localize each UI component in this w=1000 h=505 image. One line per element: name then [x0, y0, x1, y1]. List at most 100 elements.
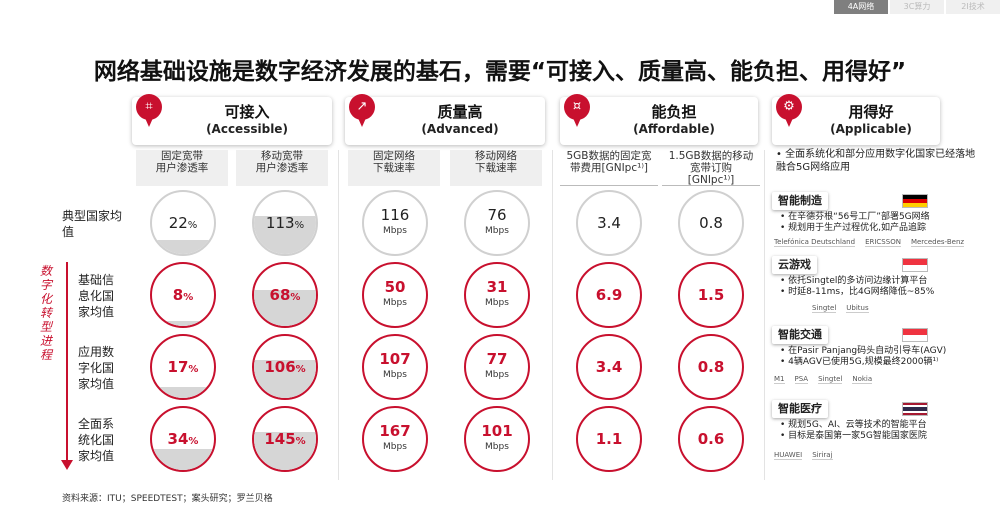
metric-ring: 77 Mbps — [464, 334, 530, 400]
singapore-flag-icon — [902, 328, 928, 342]
metric-ring: 0.6 — [678, 406, 744, 472]
source-note: 资料来源：ITU；SPEEDTEST；案头研究；罗兰贝格 — [62, 494, 273, 504]
applicable-intro: • 全面系统化和部分应用数字化国家已经落地融合5G网络应用 — [776, 149, 976, 173]
case-item: • 时延8-11ms，比4G网络降低~85% — [780, 287, 935, 297]
metric-ring: 8% — [150, 262, 216, 328]
metric-ring: 3.4 — [576, 334, 642, 400]
metric-value: 22% — [168, 214, 198, 232]
tab-4a-network[interactable]: 4A网络 — [834, 0, 888, 14]
row-label: 应用数 字化国 家均值 — [78, 345, 115, 391]
card-accessible: ⌗ 可接入 (Accessible) — [132, 94, 332, 145]
row-label: 全面系 统化国 家均值 — [78, 417, 115, 463]
metric-value: 1.1 — [595, 430, 623, 448]
tab-2i-tech[interactable]: 2I技术 — [946, 0, 1000, 14]
case-title: 智能制造 — [772, 192, 828, 210]
metric-value: 106% — [264, 358, 306, 376]
metric-ring: 145% — [252, 406, 318, 472]
partner-logo: Ubitus — [846, 303, 869, 313]
column-header: 1.5GB数据的移动 宽带订购 [GNIpc¹⁾] — [662, 150, 760, 186]
applicable-intro-text: 全面系统化和部分应用数字化国家已经落地融合5G网络应用 — [776, 149, 976, 173]
metric-ring: 34% — [150, 406, 216, 472]
partner-logo: Singtel — [812, 303, 837, 313]
metric-value: 107 Mbps — [379, 350, 411, 380]
partner-logo: Siriraj — [812, 450, 833, 460]
metric-value: 76 Mbps — [485, 206, 509, 236]
metric-value: 0.8 — [699, 214, 723, 232]
case-item: • 在辛德芬根“56号工厂”部署5G网络 — [780, 212, 930, 222]
partner-logo: Mercedes-Benz — [910, 237, 965, 247]
partner-logos: HUAWEI Siriraj — [774, 448, 974, 462]
metric-ring: 101 Mbps — [464, 406, 530, 472]
case-item: • 4辆AGV已使用5G,规模最终2000辆¹⁾ — [780, 357, 939, 367]
column-header: 移动宽带 用户渗透率 — [236, 150, 328, 186]
metric-ring: 68% — [252, 262, 318, 328]
card-en: (Advanced) — [421, 122, 499, 136]
column-header: 5GB数据的固定宽 带费用[GNIpc¹⁾] — [560, 150, 658, 186]
metric-ring: 1.1 — [576, 406, 642, 472]
metric-ring: 3.4 — [576, 190, 642, 256]
metric-ring: 106% — [252, 334, 318, 400]
ring-fill — [254, 431, 316, 470]
card-en: (Affordable) — [633, 122, 715, 136]
metric-ring: 0.8 — [678, 190, 744, 256]
progress-arrow-line — [66, 262, 68, 462]
metric-value: 116 Mbps — [380, 206, 410, 236]
ring-fill — [152, 387, 214, 398]
metric-ring: 17% — [150, 334, 216, 400]
column-header: 移动网络 下载速率 — [450, 150, 542, 186]
case-title: 云游戏 — [772, 256, 817, 274]
card-advanced: ↗ 质量高 (Advanced) — [345, 94, 545, 145]
metric-value: 34% — [167, 430, 199, 448]
top-nav: 4A网络 3C算力 2I技术 — [832, 0, 1000, 14]
card-applicable: ⚙ 用得好 (Applicable) — [772, 94, 940, 145]
metric-ring: 22% — [150, 190, 216, 256]
row-label: 基础信 息化国 家均值 — [78, 273, 115, 319]
metric-ring: 6.9 — [576, 262, 642, 328]
progress-label: 数字化转型进程 — [39, 264, 52, 362]
card-en: (Applicable) — [830, 122, 912, 136]
partner-logo: PSA — [794, 374, 809, 384]
card-name: 用得好 — [848, 103, 894, 121]
page-title: 网络基础设施是数字经济发展的基石，需要“可接入、质量高、能负担、用得好” — [93, 59, 907, 85]
case-item: • 目标是泰国第一家5G智能国家医院 — [780, 431, 927, 441]
metric-ring: 167 Mbps — [362, 406, 428, 472]
germany-flag-icon — [902, 194, 928, 208]
metric-value: 68% — [269, 286, 301, 304]
metric-ring: 1.5 — [678, 262, 744, 328]
partner-logo: ERICSSON — [865, 237, 901, 247]
case-item: • 在Pasir Panjang码头自动引导车(AGV) — [780, 346, 947, 356]
case-smart-healthcare: 智能医疗 • 规划5G、AI、云等技术的智能平台 • 目标是泰国第一家5G智能国… — [772, 400, 984, 464]
card-en: (Accessible) — [206, 122, 288, 136]
partner-logo: Telefónica Deutschland — [774, 237, 856, 247]
case-item: • 规划5G、AI、云等技术的智能平台 — [780, 420, 927, 430]
case-smart-manufacturing: 智能制造 • 在辛德芬根“56号工厂”部署5G网络 • 规划用于生产过程优化,如… — [772, 192, 984, 248]
metric-ring: 76 Mbps — [464, 190, 530, 256]
metric-value: 0.8 — [697, 358, 725, 376]
metric-ring: 50 Mbps — [362, 262, 428, 328]
case-smart-transport: 智能交通 • 在Pasir Panjang码头自动引导车(AGV) • 4辆AG… — [772, 326, 984, 386]
divider — [338, 150, 339, 480]
row-label: 典型国家均 值 — [62, 209, 123, 239]
partner-logos: Singtel Ubitus — [812, 301, 1000, 315]
metric-ring: 107 Mbps — [362, 334, 428, 400]
column-header: 固定宽带 用户渗透率 — [136, 150, 228, 186]
partner-logo: Nokia — [852, 374, 873, 384]
ring-fill — [254, 290, 316, 326]
speed-chart-icon: ↗ — [349, 94, 375, 127]
arrow-down-icon — [61, 460, 73, 470]
coins-icon: ¤ — [564, 94, 590, 127]
metric-ring: 31 Mbps — [464, 262, 530, 328]
metric-value: 17% — [167, 358, 199, 376]
metric-ring: 116 Mbps — [362, 190, 428, 256]
metric-value: 31 Mbps — [485, 278, 509, 308]
metric-value: 3.4 — [595, 358, 623, 376]
metric-value: 113% — [265, 214, 305, 232]
ring-fill — [152, 321, 214, 326]
ring-fill — [152, 240, 214, 254]
tab-3c-compute[interactable]: 3C算力 — [890, 0, 944, 14]
network-node-icon: ⌗ — [136, 94, 162, 127]
partner-logos: Telefónica Deutschland ERICSSON Mercedes… — [774, 235, 974, 249]
divider — [552, 150, 553, 480]
metric-value: 8% — [172, 286, 194, 304]
divider — [764, 150, 765, 480]
